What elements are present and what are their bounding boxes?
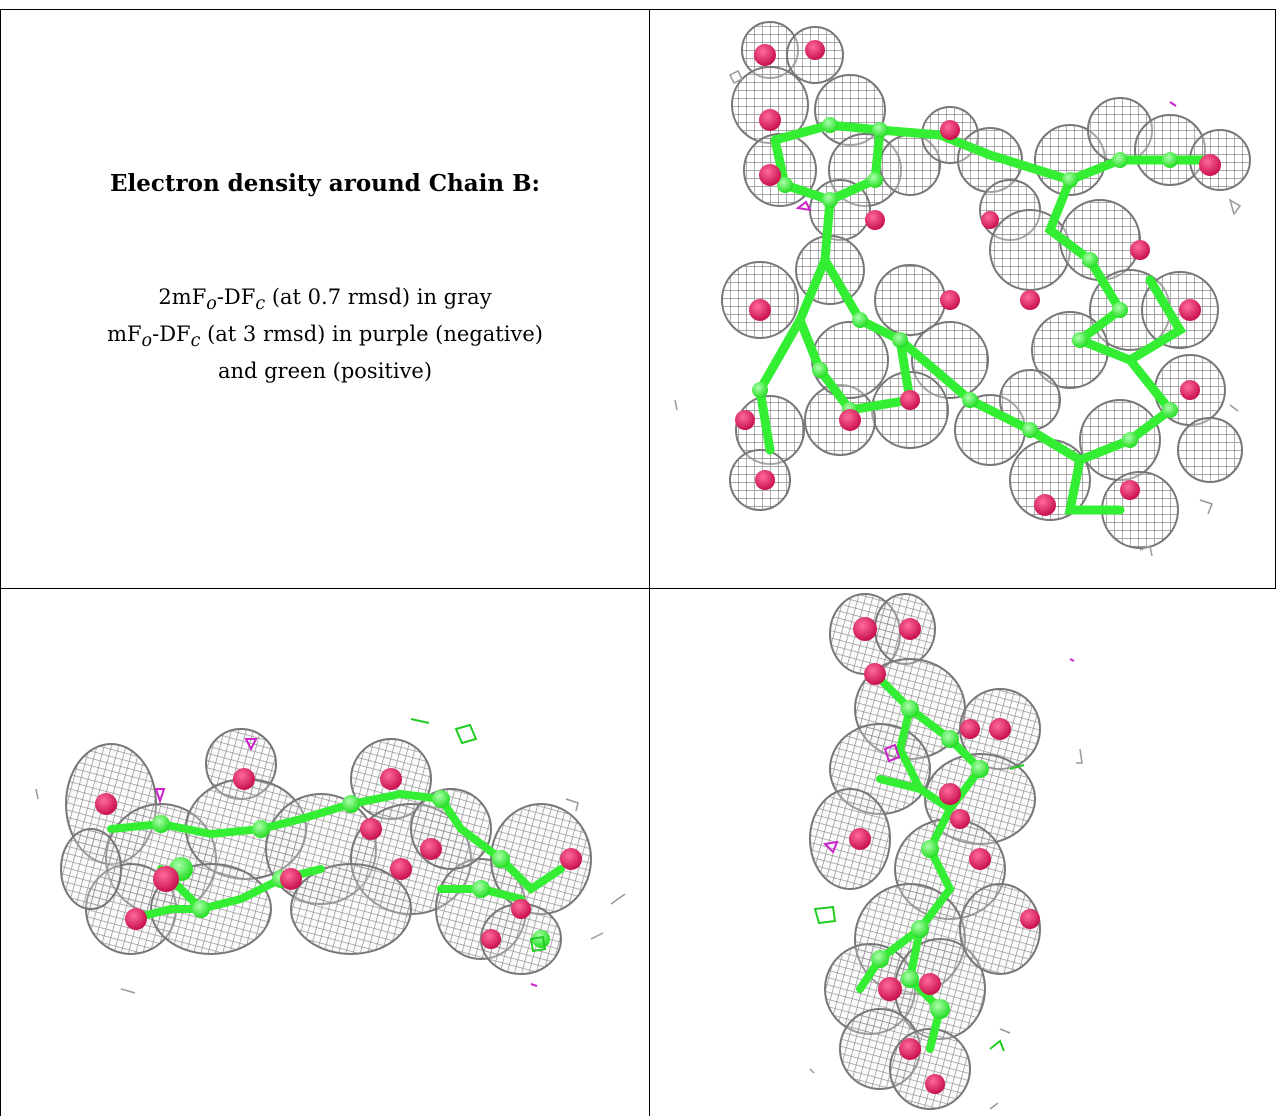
density-front-image <box>674 21 1251 557</box>
table-border-left <box>0 9 1 1116</box>
legend-line-difference: mFo-DFc (at 3 rmsd) in purple (negative) <box>107 322 543 352</box>
table-border-top <box>1 9 1275 10</box>
caption-cell: Electron density around Chain B: 2mFo-DF… <box>1 10 649 588</box>
legend-line-gray: 2mFo-DFc (at 0.7 rmsd) in gray <box>158 285 492 315</box>
table-border-center <box>649 9 650 1116</box>
density-view-front <box>650 10 1275 588</box>
density-view-side <box>1 589 649 1116</box>
table-border-middle <box>1 588 1275 589</box>
caption-title: Electron density around Chain B: <box>109 170 541 197</box>
density-view-end <box>650 589 1275 1116</box>
legend-line-positive: and green (positive) <box>217 359 433 384</box>
caption-legend: 2mFo-DFc (at 0.7 rmsd) in gray mFo-DFc (… <box>1 282 649 386</box>
density-end-image <box>809 593 1083 1110</box>
density-side-image <box>35 718 626 994</box>
